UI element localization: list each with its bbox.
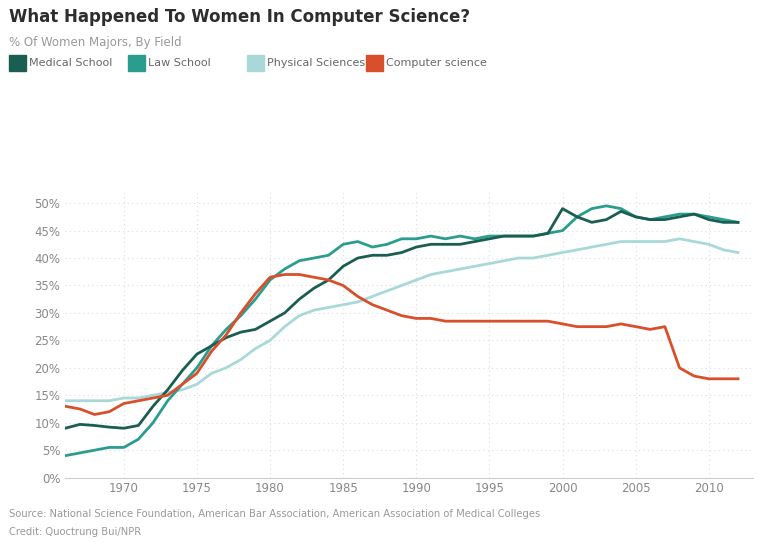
Text: Source: National Science Foundation, American Bar Association, American Associat: Source: National Science Foundation, Ame… bbox=[9, 509, 541, 519]
Text: Credit: Quoctrung Bui/NPR: Credit: Quoctrung Bui/NPR bbox=[9, 527, 141, 537]
Text: Computer science: Computer science bbox=[386, 58, 487, 68]
Text: Medical School: Medical School bbox=[29, 58, 113, 68]
Text: Law School: Law School bbox=[148, 58, 211, 68]
Text: % Of Women Majors, By Field: % Of Women Majors, By Field bbox=[9, 36, 182, 49]
Text: Physical Sciences: Physical Sciences bbox=[267, 58, 366, 68]
Text: What Happened To Women In Computer Science?: What Happened To Women In Computer Scien… bbox=[9, 8, 470, 26]
